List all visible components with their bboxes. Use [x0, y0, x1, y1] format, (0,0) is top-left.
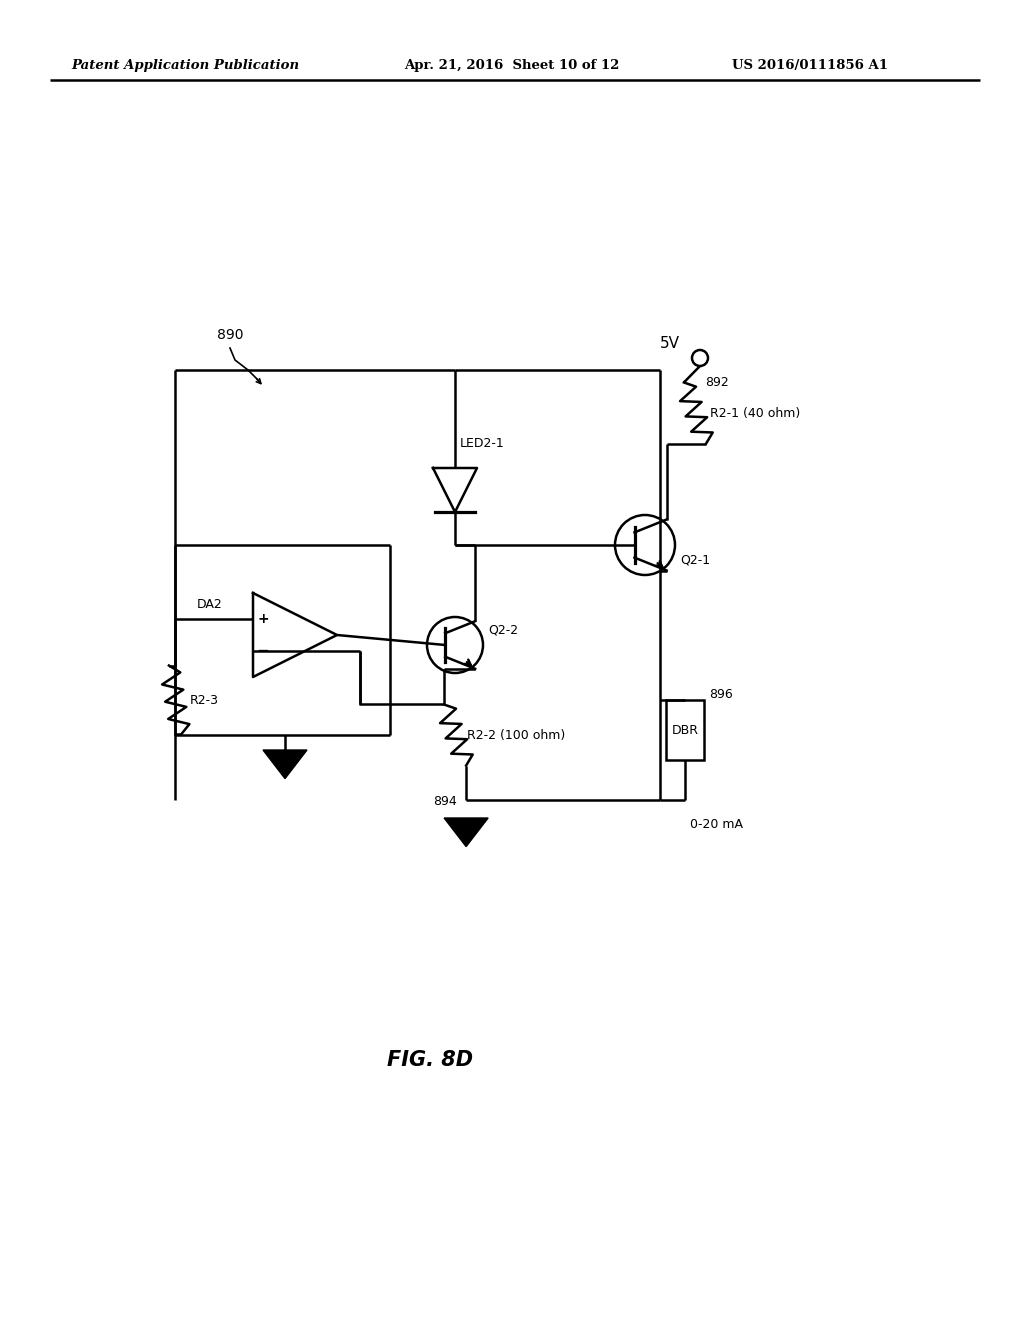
Text: 896: 896 — [709, 689, 733, 701]
Text: 892: 892 — [705, 376, 729, 389]
Text: FIG. 8D: FIG. 8D — [387, 1049, 473, 1071]
Text: Q2-2: Q2-2 — [488, 623, 518, 636]
Text: +: + — [257, 612, 269, 626]
Text: US 2016/0111856 A1: US 2016/0111856 A1 — [732, 58, 888, 71]
Text: −: − — [257, 643, 269, 659]
Text: Q2-1: Q2-1 — [680, 553, 710, 566]
Text: Patent Application Publication: Patent Application Publication — [71, 58, 299, 71]
Text: 894: 894 — [433, 795, 457, 808]
Text: R2-2 (100 ohm): R2-2 (100 ohm) — [467, 729, 565, 742]
Text: DA2: DA2 — [198, 598, 223, 611]
Text: DBR: DBR — [672, 723, 698, 737]
Text: 5V: 5V — [660, 335, 680, 351]
Text: 890: 890 — [217, 327, 244, 342]
Bar — [666, 700, 705, 760]
Text: R2-1 (40 ohm): R2-1 (40 ohm) — [710, 407, 800, 420]
Text: LED2-1: LED2-1 — [460, 437, 505, 450]
Text: R2-3: R2-3 — [190, 693, 219, 706]
Text: 0-20 mA: 0-20 mA — [690, 818, 743, 832]
Text: Apr. 21, 2016  Sheet 10 of 12: Apr. 21, 2016 Sheet 10 of 12 — [404, 58, 620, 71]
Polygon shape — [444, 818, 488, 846]
Polygon shape — [263, 750, 307, 779]
